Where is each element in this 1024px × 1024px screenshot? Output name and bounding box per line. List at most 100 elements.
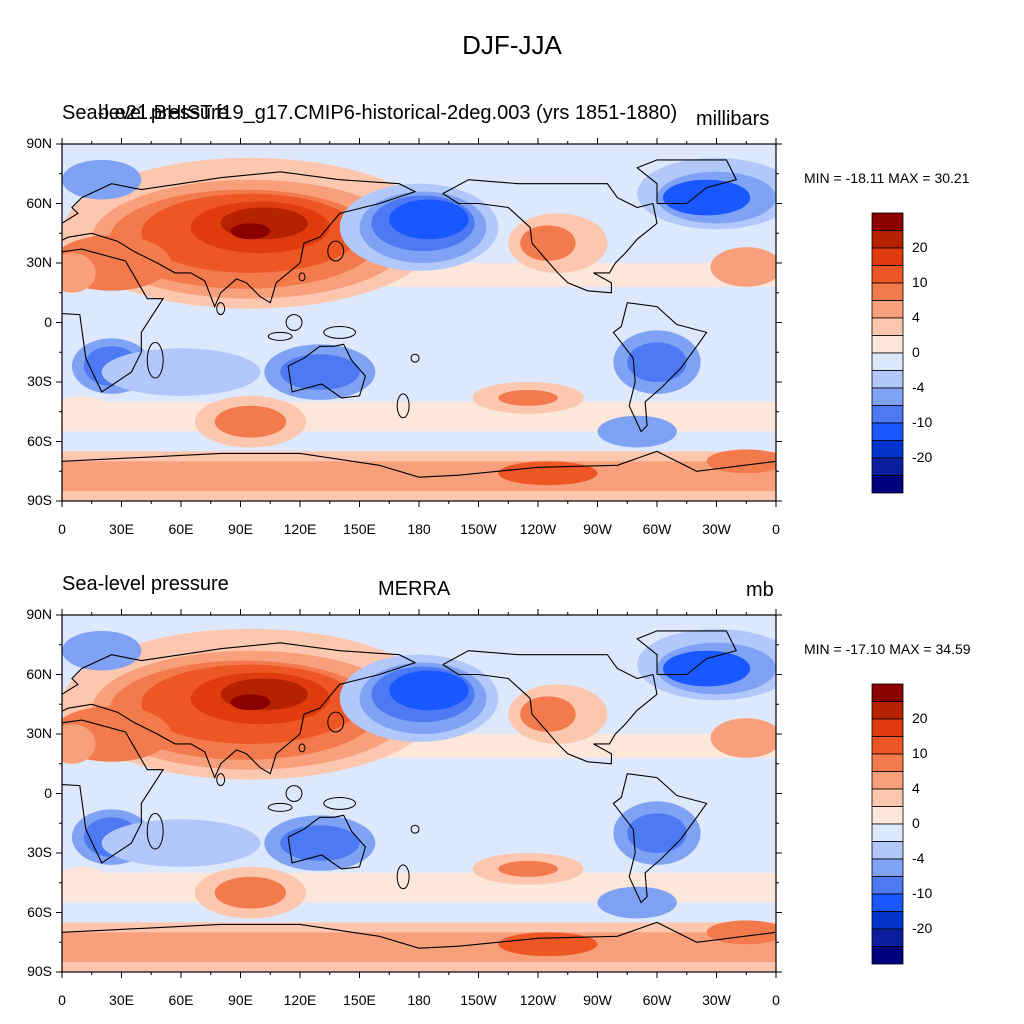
drake-low [597,415,677,448]
island [267,802,293,812]
colorbar-swatch [871,352,904,371]
coastline-segment [442,179,658,294]
colorbar-swatch [871,265,904,284]
barents-low [62,159,142,200]
island [146,341,164,379]
coastlines [62,159,776,478]
colorbar-swatch [871,736,904,755]
azores-high [710,718,776,758]
lon-label: 180 [407,992,431,1008]
lon-label: 120E [283,521,317,537]
coastline-segment [62,248,165,393]
colorbar-swatch [871,405,904,424]
coastline-segment [612,773,708,904]
aleutian-low-4 [389,670,469,711]
island [396,393,410,419]
lat-label: 30N [26,725,52,741]
lat-label: 90N [26,135,52,151]
namerica-high-core [520,696,576,733]
colorbar-swatch [871,475,904,494]
colorbar-swatch [871,876,904,895]
colorbar-swatch [871,788,904,807]
lat-label: 60S [27,903,52,920]
barents-low [62,630,142,671]
icelandic-low-3 [662,179,751,216]
lon-label: 150E [343,521,376,537]
arctic-band [62,615,776,635]
colorbar-swatch [871,317,904,336]
island [323,325,357,339]
colorbar-swatch [871,823,904,842]
coastlines [62,630,776,949]
panel1-right-title: millibars [696,108,770,130]
figure-title: DJF-JJA [462,30,562,60]
colorbar-swatch [871,440,904,459]
colorbar-swatch [871,928,904,947]
africa-west-high [62,724,96,764]
sw-africa-high [62,866,112,899]
panel2-right-title: mb [746,579,774,601]
lon-label: 0 [58,992,66,1008]
lon-label: 90E [228,992,253,1008]
island [323,796,357,810]
panel2-colorbar [871,683,904,965]
island [216,773,226,787]
lon-label: 90W [583,521,612,537]
island [285,785,303,802]
lon-label: 150W [460,521,497,537]
colorbar-swatch [871,893,904,912]
island [327,711,345,733]
lon-label: 30E [109,521,134,537]
indian-ocean-high [214,405,287,438]
panel2-left-title: Sea-level pressure [62,573,229,595]
colorbar-label: -10 [912,885,933,901]
lat-label: 0 [44,313,52,330]
island [298,743,306,753]
colorbar-swatch [871,946,904,965]
lon-label: 150E [343,992,376,1008]
africa-west-high [62,253,96,293]
colorbar-label: -4 [912,850,925,866]
colorbar-swatch [871,858,904,877]
lat-label: 30S [27,373,52,389]
colorbar-swatch [871,718,904,737]
lon-label: 30E [109,992,134,1008]
colorbar-label: 20 [912,239,928,255]
namerica-high-core [520,225,576,262]
asia-high-core [230,694,271,711]
lon-label: 120E [283,992,317,1008]
lon-label: 120W [519,992,557,1008]
island [410,824,420,834]
drake-low [597,886,677,919]
lat-label: 60N [26,194,52,211]
weddell-high [706,449,776,474]
arctic-band [62,144,776,164]
lat-label: 30S [27,844,52,860]
antarctic-high [498,461,598,486]
lon-label: 150W [460,992,497,1008]
lon-label: 180 [407,521,431,537]
indian-ocean-low [101,348,261,396]
coastline-segment [612,302,708,433]
colorbar-swatch [871,230,904,249]
lon-label: 90W [583,992,612,1008]
colorbar-swatch [871,753,904,772]
weddell-high [706,920,776,945]
island [410,353,420,363]
colorbar-swatch [871,911,904,930]
colorbar-swatch [871,422,904,441]
colorbar-label: 4 [912,780,920,796]
australia-low [280,354,360,390]
island [267,331,293,341]
colorbar-swatch [871,771,904,790]
lat-label: 90S [27,492,52,508]
colorbar-label: -20 [912,920,933,936]
coastline-segment [62,642,417,780]
lat-label: 0 [44,784,52,801]
aleutian-low-4 [389,199,469,240]
colorbar-swatch [871,841,904,860]
coastline-segment [636,630,738,676]
indian-ocean-low [101,819,261,867]
lon-label: 60E [168,521,194,537]
